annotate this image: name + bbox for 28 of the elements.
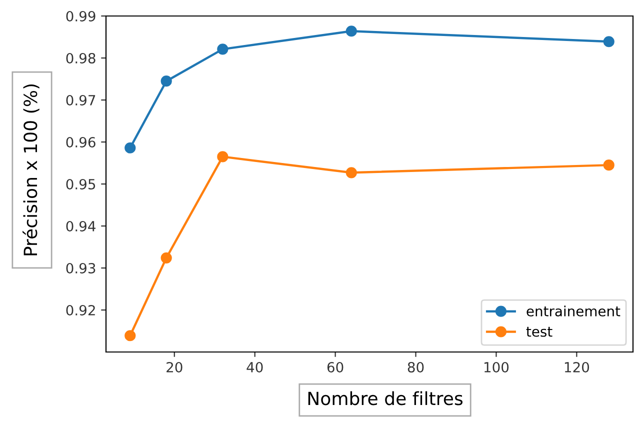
y-tick-label: 0.99: [66, 10, 96, 22]
y-tick-label: 0.96: [66, 136, 96, 148]
y-tick-label: 0.98: [66, 52, 96, 64]
x-tick-label: 20: [166, 362, 182, 372]
y-tick-label: 0.97: [66, 94, 96, 106]
point: [217, 151, 228, 162]
point: [160, 76, 172, 87]
x-tick-label: 60: [327, 362, 344, 372]
point: [124, 330, 136, 342]
point: [217, 44, 228, 55]
y-tick-label: 0.95: [66, 178, 96, 190]
x-tick-label: 100: [484, 362, 509, 372]
y-tick-label: 0.93: [66, 262, 96, 274]
point: [124, 142, 136, 154]
point: [603, 160, 614, 171]
point: [346, 167, 357, 178]
point: [603, 36, 614, 48]
y-tick-label: 0.94: [66, 220, 96, 232]
x-tick-label: 120: [564, 362, 590, 372]
x-axis-title: Nombre de filtres: [308, 391, 463, 406]
x-tick-label: 80: [408, 362, 424, 372]
point: [160, 252, 172, 264]
point: [346, 26, 357, 37]
y-tick-label: 0.92: [66, 304, 95, 316]
legend-label: entrainement: [526, 306, 620, 316]
legend-label: test: [526, 326, 552, 337]
y-axis-title: Précision x 100 (%): [22, 84, 40, 256]
x-tick-label: 40: [246, 362, 263, 372]
